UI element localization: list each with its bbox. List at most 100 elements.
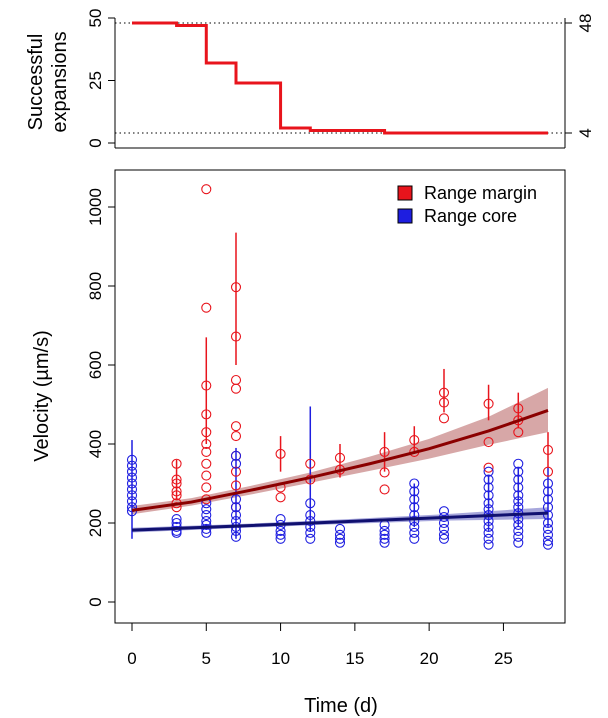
- point-range-core: [126, 496, 138, 507]
- point-range-margin: [379, 467, 390, 478]
- point-range-margin: [230, 431, 242, 442]
- legend-swatch-range-core: [397, 208, 413, 224]
- point-range-core: [483, 533, 494, 544]
- point-range-margin: [230, 374, 242, 386]
- point-range-margin: [379, 446, 390, 457]
- point-range-core: [201, 510, 212, 521]
- point-range-core: [513, 502, 524, 513]
- point-range-core: [513, 482, 524, 493]
- point-range-margin: [483, 398, 494, 409]
- point-range-margin: [305, 458, 316, 469]
- point-range-core: [483, 466, 494, 477]
- point-range-core: [513, 490, 524, 501]
- reference-lines: [115, 22, 565, 134]
- point-range-margin: [201, 409, 212, 420]
- y-tick-label: 200: [86, 509, 105, 537]
- y-axis-label: Velocity (µm/s): [31, 330, 53, 462]
- point-range-margin: [171, 478, 182, 489]
- point-range-core: [438, 529, 450, 540]
- point-range-core: [305, 498, 316, 509]
- point-range-core: [334, 533, 346, 544]
- point-range-core: [513, 519, 524, 531]
- point-range-core: [542, 486, 554, 497]
- point-range-margin: [171, 474, 182, 485]
- fit-line-range-core: [131, 511, 549, 532]
- top-left-tick-label: 0: [86, 138, 105, 147]
- point-range-core: [230, 450, 242, 461]
- confidence-band-range-margin: [132, 387, 548, 515]
- point-range-core: [379, 525, 390, 536]
- expansions-step-line: [132, 21, 548, 135]
- point-range-core: [126, 484, 138, 495]
- point-range-core: [483, 474, 494, 485]
- point-range-core: [438, 523, 450, 534]
- point-range-margin: [275, 448, 286, 459]
- expansions-panel: 0 25 50 4 48 Successful expansions: [25, 9, 595, 149]
- point-range-core: [409, 527, 420, 538]
- point-range-margin: [201, 446, 212, 457]
- point-range-margin: [230, 480, 242, 491]
- point-range-core: [126, 478, 138, 489]
- point-range-core: [483, 527, 494, 538]
- x-tick-label: 20: [420, 649, 439, 668]
- point-range-margin: [513, 427, 524, 438]
- plot-frame: [114, 169, 566, 624]
- point-range-core: [483, 490, 494, 501]
- point-range-margin: [171, 486, 182, 497]
- point-range-core: [409, 533, 420, 544]
- point-range-core: [334, 537, 346, 548]
- point-range-core: [542, 510, 554, 521]
- point-range-margin: [438, 413, 450, 424]
- point-range-margin: [379, 484, 390, 495]
- point-range-margin: [230, 421, 242, 432]
- point-range-core: [305, 533, 316, 544]
- point-range-margin: [230, 383, 242, 394]
- point-range-core: [483, 521, 494, 533]
- point-range-core: [513, 458, 524, 469]
- y-tick-label: 0: [86, 597, 105, 606]
- point-range-core: [542, 502, 554, 513]
- point-range-core: [542, 478, 554, 489]
- point-range-core: [542, 539, 554, 550]
- point-range-core: [201, 515, 212, 527]
- fit-lines: [131, 409, 549, 532]
- point-range-margin: [201, 470, 212, 481]
- legend-label-range-core: Range core: [424, 206, 517, 226]
- top-right-y-ticks: 4 48: [565, 14, 595, 138]
- point-range-margin: [201, 458, 212, 469]
- point-range-margin: [171, 490, 182, 501]
- point-range-core: [513, 496, 524, 507]
- x-axis-label: Time (d): [304, 695, 378, 717]
- y-tick-label: 800: [86, 272, 105, 300]
- x-tick-label: 25: [494, 649, 513, 668]
- point-range-margin: [201, 482, 212, 493]
- x-tick-label: 10: [271, 649, 290, 668]
- point-range-core: [513, 525, 524, 536]
- point-range-core: [230, 458, 242, 469]
- point-range-core: [513, 466, 524, 477]
- point-range-core: [379, 533, 390, 544]
- point-range-core: [513, 531, 524, 542]
- point-range-margin: [201, 427, 212, 438]
- point-range-core: [542, 529, 554, 540]
- point-range-core: [542, 517, 554, 529]
- point-range-core: [126, 460, 138, 471]
- x-tick-label: 5: [202, 649, 211, 668]
- point-range-core: [438, 533, 450, 544]
- point-range-margin: [201, 380, 212, 391]
- data-points: [126, 184, 554, 550]
- point-range-core: [409, 521, 420, 533]
- point-range-margin: [275, 492, 286, 503]
- point-range-core: [126, 454, 138, 465]
- point-range-core: [305, 527, 316, 538]
- point-range-core: [409, 502, 420, 513]
- x-tick-label: 15: [345, 649, 364, 668]
- x-tick-label: 0: [127, 649, 136, 668]
- point-range-core: [438, 506, 450, 517]
- point-range-core: [305, 510, 316, 521]
- point-range-core: [379, 537, 390, 548]
- point-range-core: [379, 529, 390, 540]
- error-bars: [131, 232, 549, 539]
- point-range-margin: [230, 466, 242, 477]
